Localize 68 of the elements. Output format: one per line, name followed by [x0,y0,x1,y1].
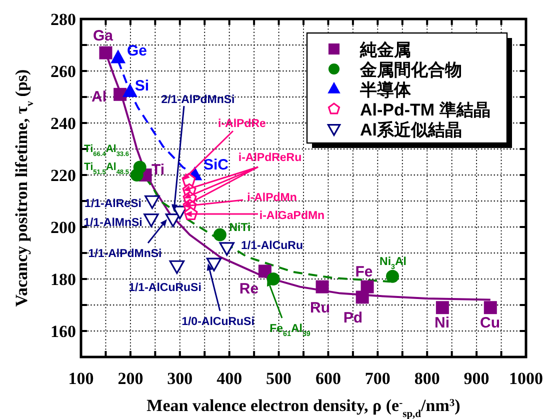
annotation: Ga [92,27,114,44]
annotation: Ni [434,314,450,332]
x-tick-label: 200 [118,369,144,388]
legend-label: 金属間化合物 [359,60,462,80]
annotation: Ge [126,42,148,60]
annotation: Fe [355,263,373,280]
point [386,270,399,283]
point [122,83,138,97]
annotation: i-AlGaPdMn [259,210,325,222]
y-tick-label: 180 [50,270,76,289]
annotation: 1/1-AlCuRu [241,240,303,252]
annotation: 1/1-AlReSi [84,198,142,210]
annotation: SiC [203,156,229,174]
legend-label: 半導体 [359,80,412,100]
point [130,168,144,182]
annotation: Re [239,280,259,298]
x-tick-label: 300 [167,369,193,388]
legend-label: 純金属 [359,40,411,60]
x-tick-label: 1000 [509,369,543,388]
point [144,195,160,209]
annotation: Si [134,77,150,94]
x-tick-label: 800 [414,369,440,388]
y-tick-label: 280 [50,10,76,29]
annotation: i-AlPdRe [218,118,266,130]
x-tick-label: 700 [364,369,390,388]
annotation: Al [92,88,106,106]
point [219,242,234,256]
annotation: 1/1-AlPdMnSi [88,248,162,260]
annotation: i-AlPdReRu [238,152,302,164]
point [114,88,127,101]
point [484,301,497,314]
point [110,50,126,64]
point [436,301,449,314]
point [266,272,280,286]
x-tick-label: 100 [68,369,94,388]
annotation: NiTi [229,222,251,234]
annotation: Pd [343,309,363,326]
annotation: 1/1-AlMnSi [84,217,142,230]
y-tick-label: 260 [50,62,76,81]
legend-label: Al系近似結晶 [360,120,462,140]
annotation: Ti$_{51.5}$Al$_{48.5}$ [84,160,130,176]
y-tick-label: 220 [50,166,76,185]
annotation: Fe$_{61}$Al$_{39}$ [270,323,310,338]
point [213,228,226,242]
y-tick-label: 240 [50,114,76,133]
annotation: 2/1-AlPdMnSi [161,94,235,106]
annotation: Ru [310,299,330,316]
x-tick-label: 500 [266,369,292,388]
point [144,214,159,228]
point [258,264,272,278]
x-tick-label: 600 [315,369,341,388]
point [206,258,222,272]
point [169,260,185,274]
point [360,280,374,294]
annotation: Ni$_{3}$Al [380,256,406,272]
y-tick-label: 160 [50,322,76,341]
x-tick-label: 900 [464,369,490,388]
point [316,280,329,294]
annotation: 1/0-AlCuRuSi [182,316,254,328]
annotation: Cu [480,314,500,332]
annotation: i-AlPdMn [247,192,297,204]
y-tick-label: 200 [50,218,76,237]
legend-label: Al-Pd-TM 準結晶 [360,100,490,120]
annotation: Ti [151,161,165,178]
x-axis-title: Mean valence electron density, ρ (e$^{-}$$_{sp,d}$/nm$^{3}$) [146,396,460,419]
point [99,46,112,60]
x-tick-label: 400 [216,369,242,388]
annotation: 1/1-AlCuRuSi [128,282,202,294]
